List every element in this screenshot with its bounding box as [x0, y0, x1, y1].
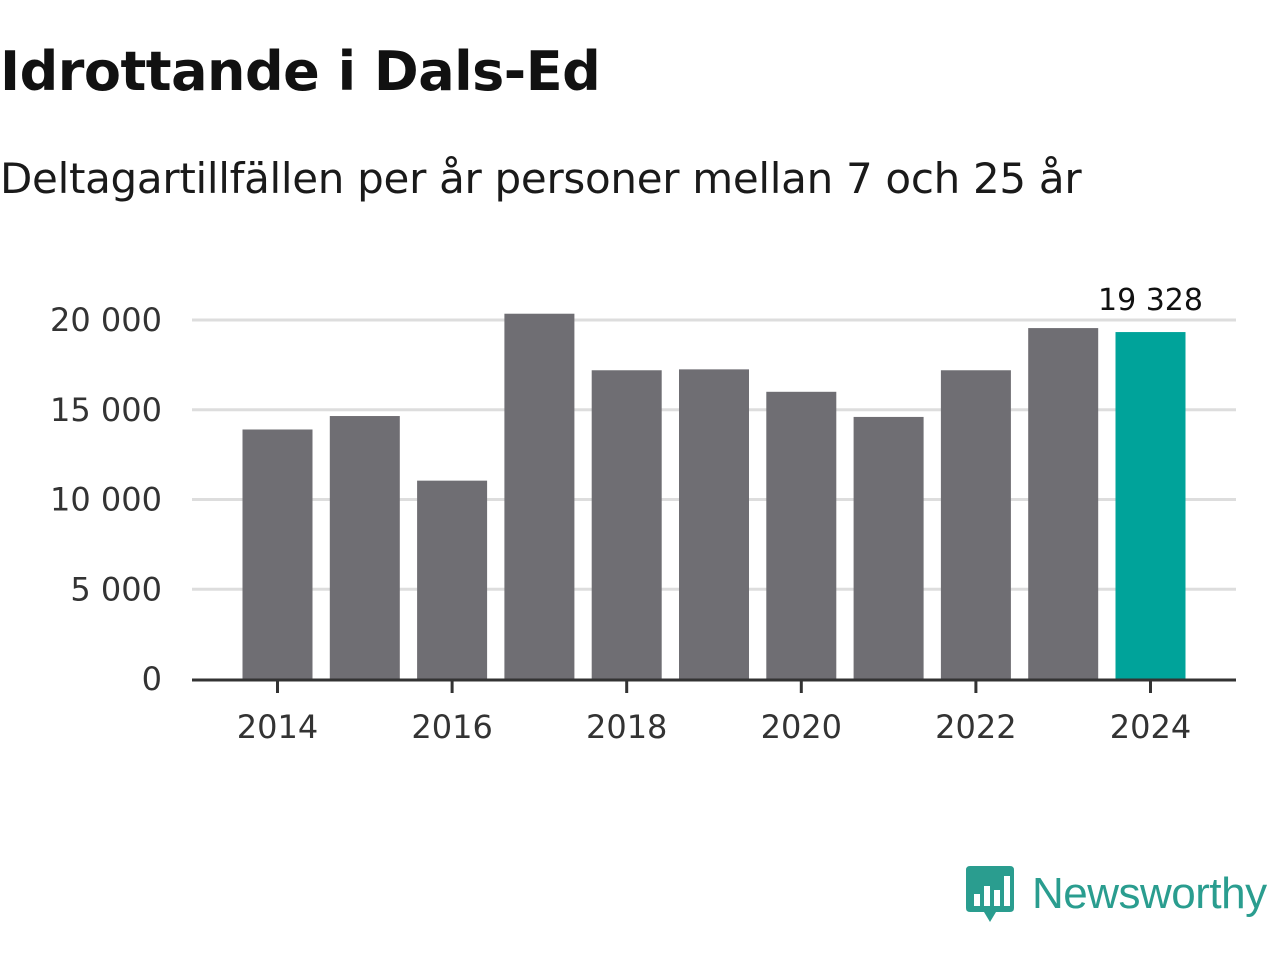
chart-title: Idrottande i Dals-Ed [0, 40, 601, 103]
newsworthy-logo: Newsworthy [964, 864, 1267, 924]
newsworthy-logo-icon [966, 866, 1014, 922]
x-tick-label: 2020 [761, 708, 842, 746]
x-tick-label: 2024 [1110, 708, 1191, 746]
bar-2015 [329, 416, 400, 679]
newsworthy-logo-text: Newsworthy [1032, 869, 1267, 918]
bar-2014 [242, 429, 313, 679]
highlight-value-label: 19 328 [1098, 283, 1203, 318]
bar-2023 [1028, 328, 1099, 679]
x-tick-label: 2018 [586, 708, 667, 746]
bar-2016 [417, 480, 488, 679]
y-tick-label: 20 000 [50, 301, 162, 339]
bar-2017 [504, 313, 575, 679]
x-tick-label: 2016 [411, 708, 492, 746]
bar-2019 [679, 369, 749, 679]
x-tick-label: 2022 [935, 708, 1016, 746]
bar-2021 [853, 416, 924, 679]
x-tick-label: 2014 [237, 708, 318, 746]
y-tick-label: 0 [142, 660, 162, 698]
bar-2020 [766, 391, 837, 679]
chart-subtitle: Deltagartillfällen per år personer mella… [0, 154, 1082, 203]
y-tick-label: 5 000 [70, 570, 162, 608]
bar-chart: 0 5 000 10 000 15 000 20 000 2014 2016 2018 2020… [50, 283, 1236, 746]
y-tick-label: 15 000 [50, 391, 162, 429]
bar-2024 [1115, 332, 1186, 679]
bar-2022 [940, 370, 1011, 679]
y-tick-label: 10 000 [50, 481, 162, 519]
bar-2018 [591, 370, 662, 679]
